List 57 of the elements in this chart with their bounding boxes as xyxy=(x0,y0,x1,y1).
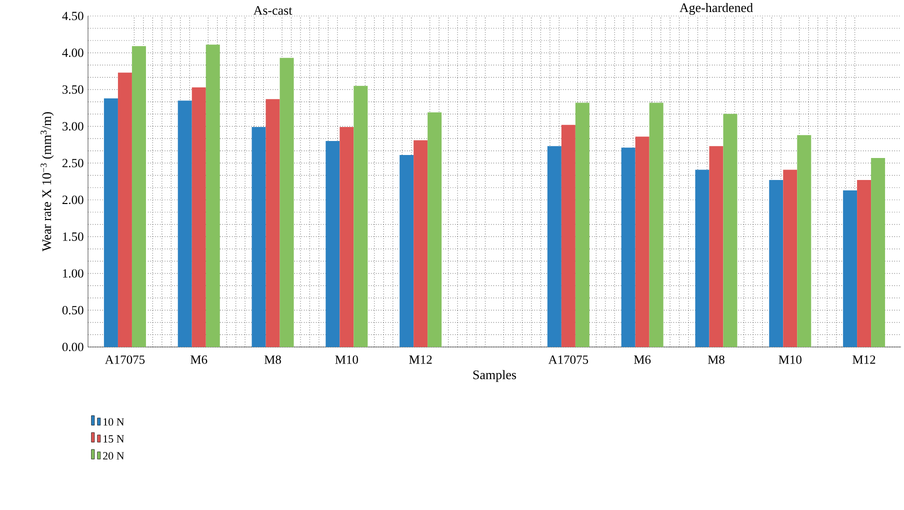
x-axis-title: Samples xyxy=(473,370,516,382)
x-tick-label: A17075 xyxy=(548,355,588,364)
bar xyxy=(192,87,206,347)
bar xyxy=(428,112,442,347)
bar xyxy=(414,140,428,347)
y-tick-label: 1.50 xyxy=(63,232,84,241)
bar xyxy=(769,180,784,347)
y-tick-label: 4.00 xyxy=(62,48,84,58)
x-tick-label: M12 xyxy=(852,355,876,364)
y-tick-label: 1.00 xyxy=(63,269,84,278)
y-tick-label: 3.00 xyxy=(62,122,84,131)
y-tick-label: 0.50 xyxy=(62,306,84,314)
y-tick-label: 2.50 xyxy=(62,158,84,168)
bar xyxy=(621,148,636,347)
x-tick-label: M6 xyxy=(634,355,651,364)
y-tick-label: 4.50 xyxy=(62,12,84,20)
y-tick-label: 3.50 xyxy=(62,85,84,94)
y-tick-label: 0.00 xyxy=(62,342,84,352)
bar xyxy=(104,98,118,347)
y-tick-label: 2.00 xyxy=(62,196,84,204)
bar xyxy=(575,102,590,347)
bar xyxy=(649,102,664,347)
bar xyxy=(340,127,354,347)
text: As-cast xyxy=(253,6,292,15)
bar xyxy=(400,155,414,347)
bar xyxy=(635,136,650,347)
y-axis-title: Wear rate X 10$^{−3}$ (mm$^{3}$/m) xyxy=(40,112,54,252)
x-tick-label: M10 xyxy=(335,355,358,364)
bar xyxy=(797,135,812,347)
bar xyxy=(695,170,710,347)
bar xyxy=(178,100,192,347)
bar xyxy=(118,72,132,347)
bar xyxy=(206,44,220,347)
legend-label: 10 N xyxy=(104,418,124,426)
bar xyxy=(266,99,280,347)
bar xyxy=(709,146,724,347)
bar xyxy=(280,58,294,347)
x-tick-label: M12 xyxy=(409,355,432,364)
bar xyxy=(547,146,562,347)
x-tick-label: M8 xyxy=(264,355,281,364)
bar xyxy=(843,190,858,347)
bar xyxy=(857,180,872,347)
bar xyxy=(326,141,340,347)
bar xyxy=(723,114,738,347)
x-tick-label: M10 xyxy=(778,355,802,364)
x-tick-label: A17075 xyxy=(104,355,145,364)
bar xyxy=(783,170,798,347)
bar xyxy=(132,46,146,347)
legend-label: 15 N xyxy=(104,435,124,443)
legend-label: 20 N xyxy=(103,452,124,460)
bar xyxy=(871,158,886,347)
bar xyxy=(354,86,368,347)
x-tick-label: M6 xyxy=(190,355,208,364)
bar xyxy=(561,124,576,347)
x-tick-label: M8 xyxy=(708,355,724,364)
text: Age-hardened xyxy=(680,2,753,15)
bar xyxy=(252,127,266,347)
